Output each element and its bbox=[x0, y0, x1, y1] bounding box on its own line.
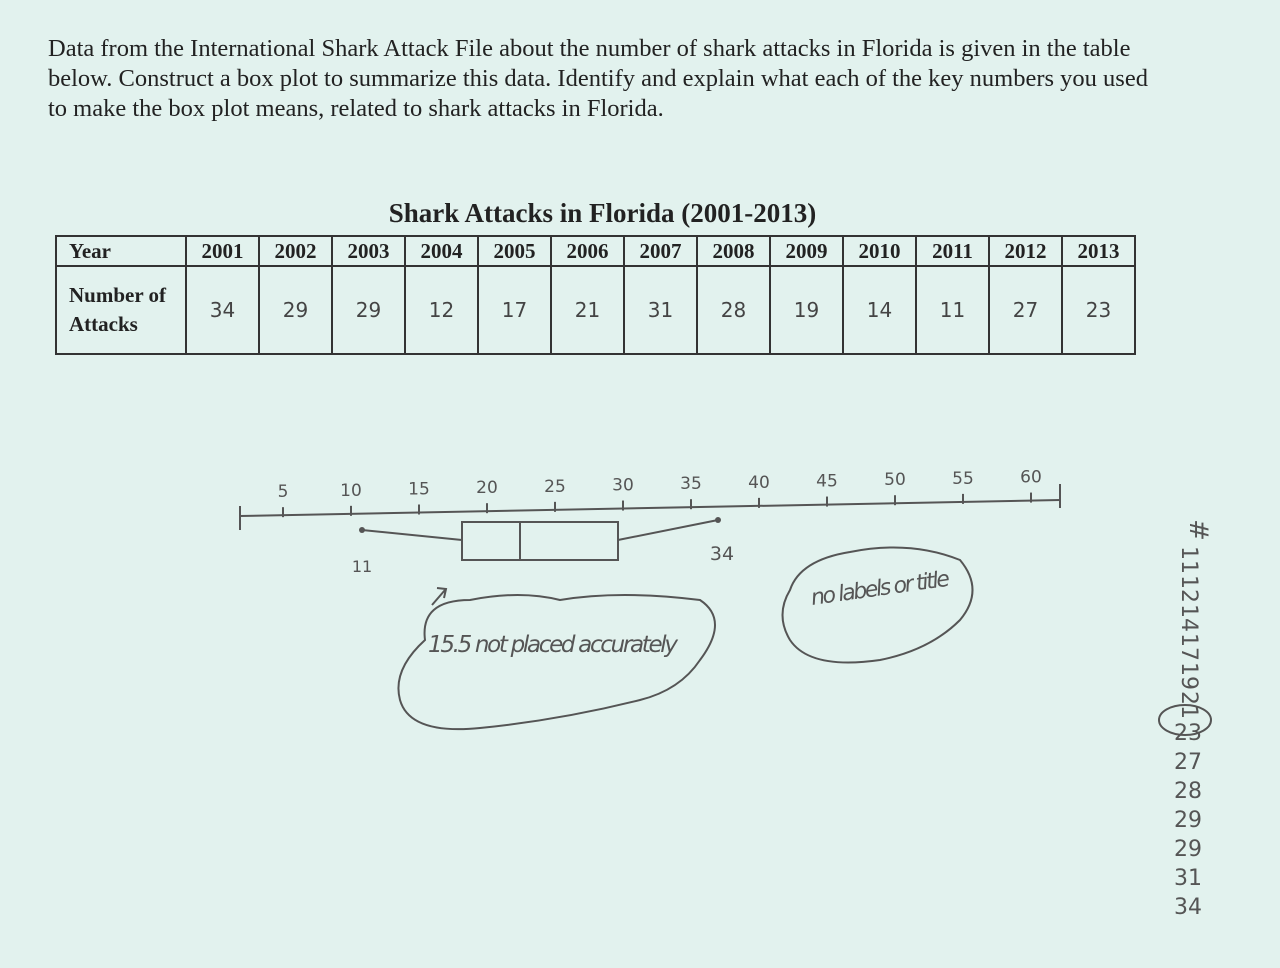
header-cell: Year bbox=[55, 235, 187, 267]
axis-label: 45 bbox=[816, 472, 838, 492]
axis-label: 30 bbox=[612, 476, 634, 496]
header-cell: 2012 bbox=[988, 235, 1063, 267]
header-cell: 2010 bbox=[842, 235, 917, 267]
data-cell: 17 bbox=[477, 265, 552, 355]
data-row: Number of Attacks 34 29 29 12 17 21 31 28 19 14 11 2… bbox=[55, 265, 1136, 355]
axis-label: 55 bbox=[952, 469, 974, 489]
data-cell: 19 bbox=[769, 265, 844, 355]
arrow bbox=[431, 587, 448, 606]
header-cell: 2005 bbox=[477, 235, 552, 267]
sorted-number: 34 bbox=[1174, 895, 1202, 920]
data-cell: 11 bbox=[915, 265, 990, 355]
sorted-number: 31 bbox=[1174, 866, 1202, 891]
note-cloud bbox=[397, 594, 716, 731]
data-cell: 28 bbox=[696, 265, 771, 355]
axis-label: 15 bbox=[408, 480, 430, 500]
whisker-end bbox=[715, 517, 721, 523]
max-label: 34 bbox=[710, 543, 734, 565]
data-cell: 21 bbox=[550, 265, 625, 355]
header-cell: 2001 bbox=[185, 235, 260, 267]
sorted-number: 27 bbox=[1174, 750, 1202, 775]
data-cell: 31 bbox=[623, 265, 698, 355]
data-cell: 29 bbox=[331, 265, 406, 355]
axis-label: 25 bbox=[544, 477, 566, 497]
whisker bbox=[361, 529, 463, 541]
note: no labels or title bbox=[809, 567, 951, 611]
number-line bbox=[239, 499, 1061, 517]
data-cell: 23 bbox=[1061, 265, 1136, 355]
sorted-number: 21 bbox=[1176, 691, 1201, 719]
data-cell: 27 bbox=[988, 265, 1063, 355]
header-cell: 2011 bbox=[915, 235, 990, 267]
min-label: 11 bbox=[352, 557, 372, 576]
box bbox=[461, 521, 619, 561]
data-cell: 12 bbox=[404, 265, 479, 355]
data-cell: 34 bbox=[185, 265, 260, 355]
note: 15.5 not placed accurately bbox=[428, 632, 678, 658]
row-label: Number of Attacks bbox=[55, 265, 187, 355]
sorted-number: 28 bbox=[1174, 779, 1202, 804]
data-cell: 14 bbox=[842, 265, 917, 355]
axis-label: 50 bbox=[884, 470, 906, 490]
sorted-number: 29 bbox=[1174, 808, 1202, 833]
axis-label: 20 bbox=[476, 478, 498, 498]
axis-label: 60 bbox=[1020, 468, 1042, 488]
sorted-number: 14 bbox=[1176, 604, 1201, 632]
data-cell: 29 bbox=[258, 265, 333, 355]
axis-label: 35 bbox=[680, 474, 702, 494]
axis-label: 5 bbox=[278, 482, 289, 502]
sorted-number: 29 bbox=[1174, 837, 1202, 862]
header-cell: 2008 bbox=[696, 235, 771, 267]
sorted-number: 12 bbox=[1176, 575, 1201, 603]
sorted-number: 11 bbox=[1176, 546, 1201, 574]
note-cloud bbox=[781, 546, 974, 664]
sorted-number: 19 bbox=[1176, 662, 1201, 690]
sorted-number: 17 bbox=[1176, 633, 1201, 661]
whisker bbox=[617, 519, 719, 541]
header-cell: 2006 bbox=[550, 235, 625, 267]
axis-label: 10 bbox=[340, 481, 362, 501]
header-cell: 2002 bbox=[258, 235, 333, 267]
header-cell: 2004 bbox=[404, 235, 479, 267]
list-header: # bbox=[1183, 519, 1213, 541]
data-table: Year 2001 2002 2003 2004 2005 2006 2007 2008 2009… bbox=[55, 235, 1136, 355]
header-cell: 2003 bbox=[331, 235, 406, 267]
table-title: Shark Attacks in Florida (2001-2013) bbox=[388, 198, 817, 228]
header-cell: 2007 bbox=[623, 235, 698, 267]
header-cell: 2013 bbox=[1061, 235, 1136, 267]
circle-mark bbox=[1158, 704, 1212, 736]
question: Data from the International Shark Attack… bbox=[48, 35, 1148, 122]
header-row: Year 2001 2002 2003 2004 2005 2006 2007 2008 2009… bbox=[55, 235, 1136, 267]
header-cell: 2009 bbox=[769, 235, 844, 267]
axis-label: 40 bbox=[748, 473, 770, 493]
sorted-number: 23 bbox=[1174, 721, 1202, 746]
